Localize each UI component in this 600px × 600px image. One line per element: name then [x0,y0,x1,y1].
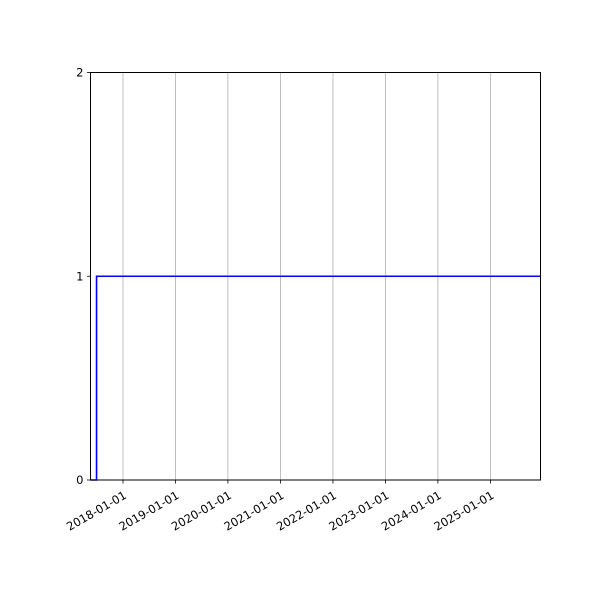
y-tick-label: 0 [76,473,83,487]
y-tick-label: 1 [76,269,83,283]
series [90,275,541,481]
y-tick-label: 2 [76,66,83,80]
y-axis: 0 1 2 [76,66,91,487]
series-line [90,275,541,481]
x-tick-label: 2025-01-01 [431,488,496,534]
x-axis: 2018-01-012019-01-012020-01-012021-01-01… [64,480,496,534]
